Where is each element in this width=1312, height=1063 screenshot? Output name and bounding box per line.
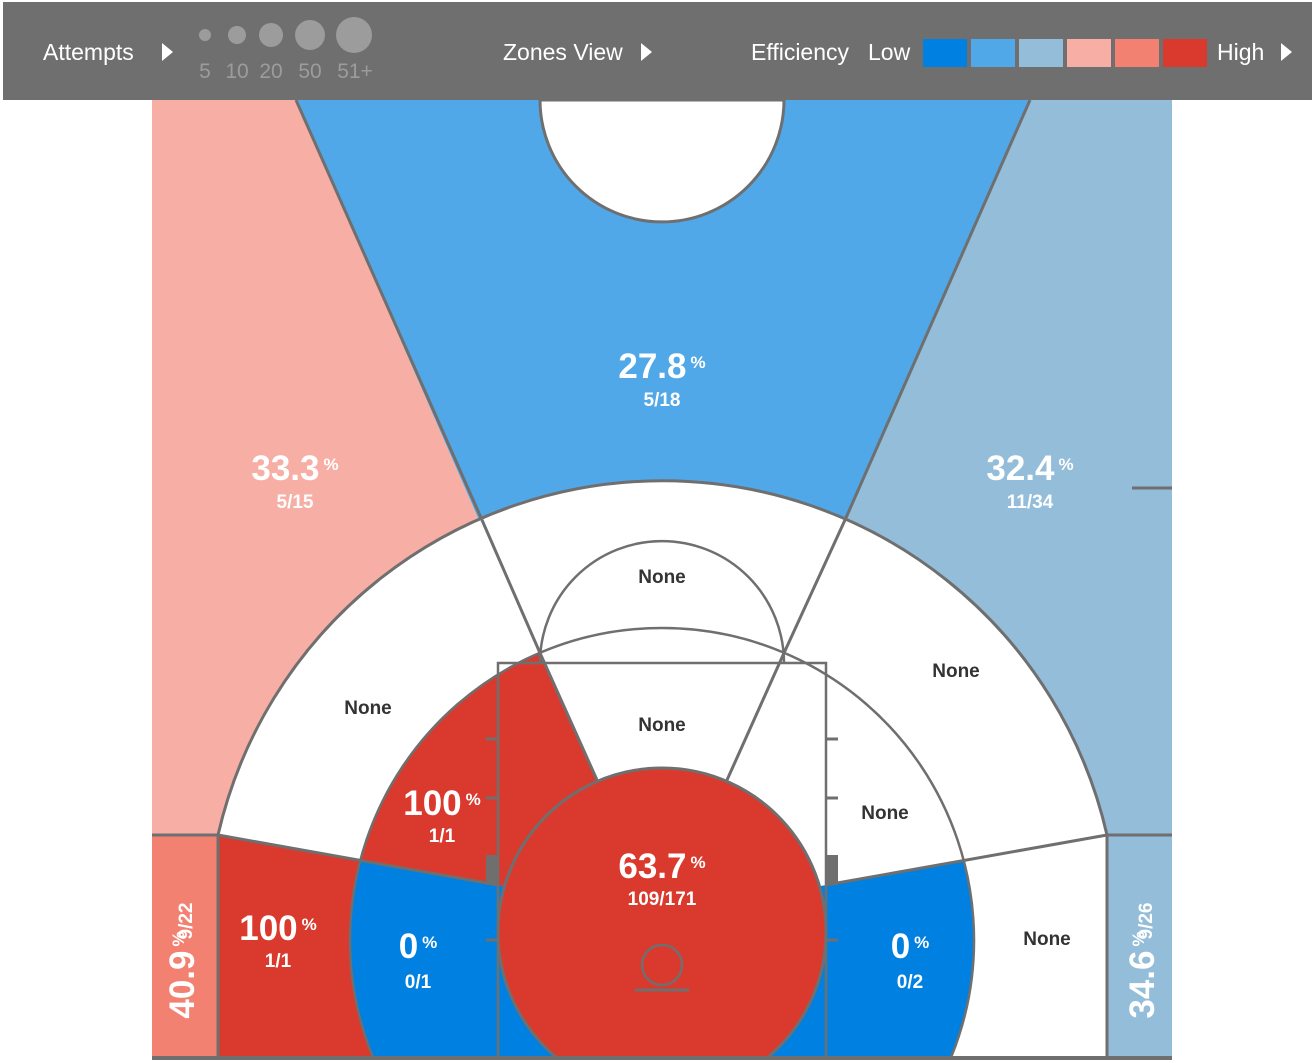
zone-restricted-area[interactable] (497, 768, 826, 1058)
efficiency-swatch (1067, 39, 1111, 67)
free-throw-circle (538, 539, 786, 664)
attempt-size-label: 50 (298, 60, 322, 83)
zone-label-frac: 109/171 (628, 889, 697, 910)
restricted-area-line (496, 766, 828, 1058)
zone-line (217, 833, 499, 887)
zone-label-frac: 9/22 (176, 903, 197, 940)
high-label: High (1217, 39, 1265, 65)
center-circle (538, 100, 786, 224)
basket-rim-icon (640, 943, 684, 987)
zone-label-frac: 9/26 (1136, 903, 1157, 940)
zone-label-pct: 32.4% (986, 449, 1073, 488)
attempt-size-label: 5 (199, 60, 211, 83)
zone-label-none: None (1023, 929, 1071, 950)
zone-label-none: None (344, 698, 392, 719)
three-point-arc (216, 479, 1109, 836)
zone-label-pct: 40.9% (163, 931, 202, 1018)
efficiency-swatch (1019, 39, 1063, 67)
zone-label-frac: 11/34 (1007, 492, 1054, 513)
midrange-inner-arc (348, 626, 976, 1058)
attempts-expand-icon[interactable] (162, 43, 173, 61)
zone-line (480, 519, 542, 654)
zone-line (725, 652, 786, 781)
zone-line (825, 833, 1108, 887)
attempt-size-20-icon (259, 23, 283, 47)
efficiency-swatch (971, 39, 1015, 67)
efficiency-swatch (1115, 39, 1159, 67)
zone-left-corner-three[interactable] (152, 835, 218, 1058)
zone-label-frac: 0/1 (405, 972, 432, 993)
zone-line (538, 652, 599, 781)
zone-label-pct: 0% (399, 927, 438, 966)
zone-label-frac: 0/2 (897, 972, 923, 993)
zones-view-label[interactable]: Zones View (503, 39, 623, 65)
zone-label-pct: 100% (239, 909, 317, 948)
low-label: Low (868, 39, 911, 65)
attempt-size-label: 51+ (337, 60, 373, 83)
lane-block (826, 855, 838, 885)
zone-label-frac: 1/1 (429, 826, 456, 847)
zone-label-frac: 1/1 (265, 951, 292, 972)
attempt-size-51-icon (336, 17, 372, 53)
zones-view-expand-icon[interactable] (641, 43, 652, 61)
zone-label-none: None (861, 803, 909, 824)
toolbar: Attempts 5 10 20 50 51+ Zones View Effic… (3, 2, 1312, 100)
zone-line (843, 100, 1032, 521)
efficiency-swatch (1163, 39, 1207, 67)
attempts-label[interactable]: Attempts (43, 39, 134, 65)
zone-line (782, 519, 847, 654)
attempt-size-10-icon (228, 26, 246, 44)
zone-label-pct: 33.3% (251, 449, 338, 488)
zone-label-frac: 5/18 (644, 390, 681, 411)
zone-label-none: None (932, 661, 980, 682)
zone-label-pct: 63.7% (618, 847, 705, 886)
zone-line (294, 100, 484, 521)
efficiency-expand-icon[interactable] (1281, 43, 1292, 61)
zone-label-pct: 34.6% (1123, 931, 1162, 1018)
zone-label-pct: 27.8% (618, 347, 705, 386)
efficiency-swatch (923, 39, 967, 67)
lane-block (486, 855, 498, 885)
attempt-size-5-icon (199, 29, 211, 41)
zone-label-none: None (638, 715, 686, 736)
zone-label-none: None (638, 567, 686, 588)
zone-right-corner-three[interactable] (1107, 835, 1172, 1058)
zone-label-pct: 100% (403, 784, 481, 823)
attempt-size-label: 10 (225, 60, 249, 83)
attempt-size-50-icon (295, 20, 325, 50)
zone-label-pct: 0% (891, 927, 930, 966)
zone-label-frac: 5/15 (277, 492, 314, 513)
efficiency-label: Efficiency (751, 39, 850, 65)
attempt-size-label: 20 (259, 60, 283, 83)
